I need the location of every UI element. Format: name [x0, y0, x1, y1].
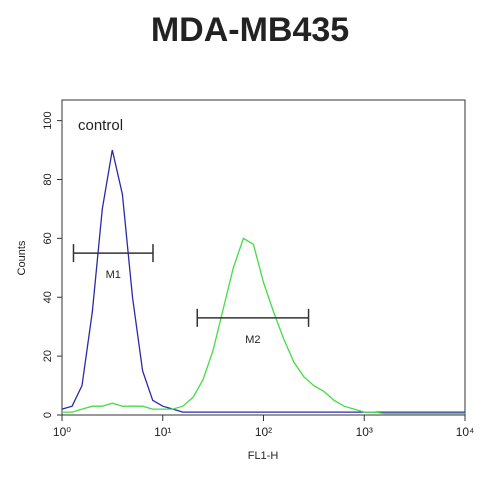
- x-tick-label: 10²: [255, 425, 272, 439]
- plot-frame: [61, 99, 466, 416]
- annotation: control: [78, 117, 123, 134]
- y-tick-label: 80: [42, 173, 54, 185]
- y-tick-label: 0: [42, 412, 54, 418]
- y-tick-label: 20: [42, 350, 54, 362]
- y-axis-label: Counts: [16, 240, 28, 275]
- y-tick-label: 40: [42, 291, 54, 303]
- x-axis-label: FL1-H: [248, 450, 279, 462]
- chart-title: MDA-MB435: [151, 11, 349, 49]
- gate-label: M1: [106, 269, 121, 281]
- y-tick-label: 100: [42, 111, 54, 129]
- x-tick-label: 10¹: [154, 425, 171, 439]
- y-tick-label: 60: [42, 232, 54, 244]
- x-tick-label: 10³: [356, 425, 373, 439]
- x-tick-label: 10⁰: [53, 425, 71, 439]
- histogram-line: [61, 149, 465, 413]
- histogram-line: [62, 237, 465, 415]
- gate-label: M2: [245, 334, 260, 346]
- x-tick-label: 10⁴: [456, 425, 475, 439]
